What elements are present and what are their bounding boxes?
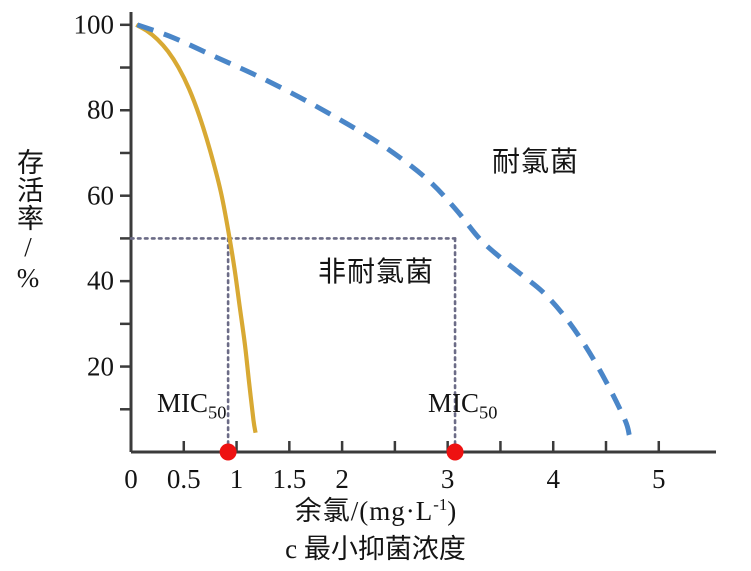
annotation-non-resistant-bacteria: 非耐氯菌 (318, 257, 435, 288)
x-tick-label: 0.5 (166, 464, 201, 494)
figure-caption: c 最小抑菌浓度 (285, 534, 466, 564)
x-axis-title: 余氯/(mg·L-1) (0, 489, 751, 528)
y-tick-label: 60 (87, 180, 114, 211)
series-resistant (136, 22, 632, 436)
mic50-label-left-sub: 50 (208, 402, 227, 423)
x-axis-title-tail: ) (447, 496, 457, 526)
mic50-label-right-sub: 50 (479, 402, 498, 423)
mic50-label-right-main: MIC (428, 388, 480, 418)
y-tick-label: 100 (73, 9, 115, 40)
mic50-label-left-main: MIC (157, 388, 209, 418)
annotation-resistant-bacteria: 耐氯菌 (492, 147, 580, 178)
axis-lines (129, 12, 716, 454)
axis-ticks (120, 23, 661, 452)
y-tick-label: 40 (87, 265, 114, 296)
x-tick-label: 4 (546, 464, 560, 494)
y-tick-label: 80 (87, 94, 114, 125)
mic50-label-left: MIC50 (157, 388, 226, 423)
x-tick-label: 1.5 (272, 464, 307, 494)
x-tick-label: 3 (440, 464, 455, 494)
data-series (135, 22, 632, 436)
mic50-marker (219, 443, 237, 461)
mic50-label-right: MIC50 (428, 388, 497, 423)
x-axis-title-main: 余氯/(mg·L (294, 496, 434, 526)
x-tick-label: 5 (652, 464, 666, 494)
x-tick-label: 0 (124, 464, 138, 494)
mic-drop-lines (226, 237, 457, 454)
y-axis-title: 存活率/% (13, 148, 43, 294)
mic50-marker (446, 443, 464, 461)
series-non-resistant (135, 22, 258, 434)
x-axis-title-exponent: -1 (433, 495, 448, 514)
mic-markers (219, 443, 464, 461)
x-tick-label: 1 (229, 464, 244, 494)
x-tick-label: 2 (335, 464, 349, 494)
y-tick-label: 20 (87, 351, 114, 382)
